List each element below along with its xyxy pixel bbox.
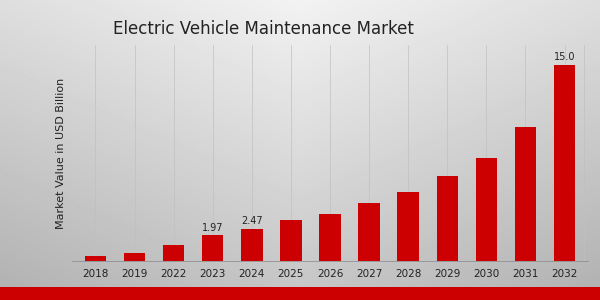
Bar: [319, 214, 341, 261]
Text: 1.97: 1.97: [202, 223, 223, 232]
Bar: [280, 220, 302, 261]
Bar: [124, 254, 145, 261]
Y-axis label: Market Value in USD Billion: Market Value in USD Billion: [56, 77, 67, 229]
Bar: [358, 203, 380, 261]
Bar: [554, 64, 575, 261]
Bar: [397, 192, 419, 261]
Bar: [241, 229, 263, 261]
Bar: [202, 235, 223, 261]
Bar: [476, 158, 497, 261]
Bar: [515, 128, 536, 261]
Bar: [437, 176, 458, 261]
Text: 15.0: 15.0: [554, 52, 575, 62]
Text: Electric Vehicle Maintenance Market: Electric Vehicle Maintenance Market: [113, 20, 414, 38]
Bar: [85, 256, 106, 261]
Text: 2.47: 2.47: [241, 216, 263, 226]
Bar: [163, 245, 184, 261]
